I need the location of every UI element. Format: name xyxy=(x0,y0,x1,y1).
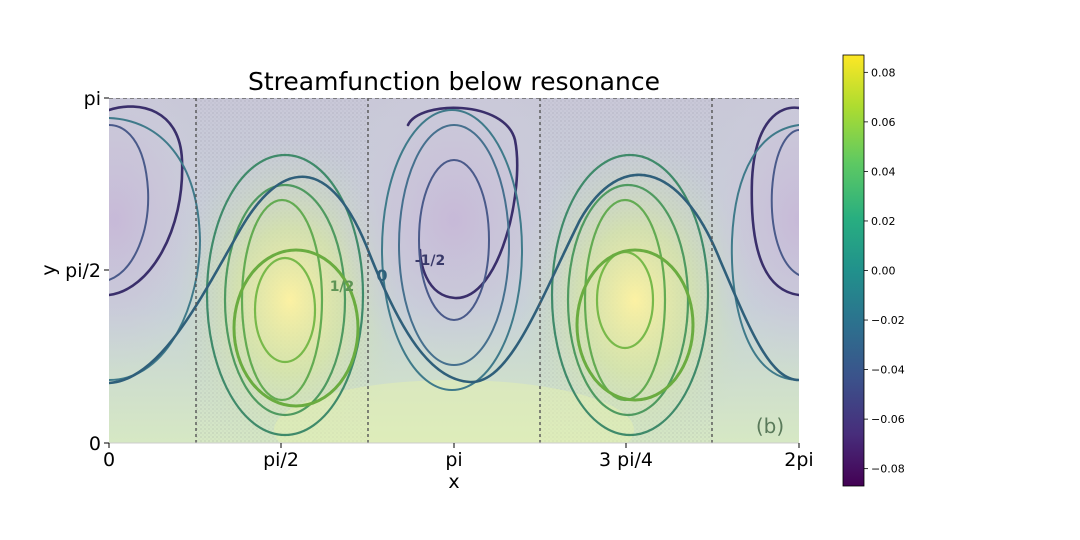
x-tick-label: pi xyxy=(445,449,462,471)
contour-line xyxy=(109,124,150,281)
colorbar-gradient xyxy=(842,54,865,487)
contour-line xyxy=(406,106,519,300)
contours-negative-1 xyxy=(381,106,523,391)
contour-line xyxy=(240,198,324,402)
annotation-label: -1/2 xyxy=(415,253,445,269)
contour-line xyxy=(770,129,799,276)
contour-line xyxy=(223,183,347,417)
contour-line xyxy=(575,248,695,402)
x-tick-label: 0 xyxy=(103,449,115,471)
contours-negative-2 xyxy=(109,105,202,381)
zero-contour xyxy=(109,173,799,385)
contour-line xyxy=(398,124,510,366)
contours-negative-3 xyxy=(730,106,799,381)
y-tick-label: pi/2 xyxy=(65,260,101,282)
contour-line xyxy=(232,248,360,408)
colorbar-tick-label: 0.04 xyxy=(871,165,896,178)
contour-line xyxy=(381,109,523,391)
annotation-label: 1/2 xyxy=(330,279,355,295)
colorbar-tick-label: −0.02 xyxy=(871,314,905,327)
colorbar-ticks: 0.08 0.06 0.04 0.02 0.00 −0.02 −0.04 −0.06 −0.08 xyxy=(864,66,905,476)
colorbar-tick-label: 0.06 xyxy=(871,116,896,129)
x-axis-label: x xyxy=(448,471,459,493)
x-tick-label: 3 pi/4 xyxy=(599,449,653,471)
heatmap-negative-lobe-3 xyxy=(700,98,799,370)
y-tick-label: pi xyxy=(84,88,101,110)
contour-line xyxy=(418,159,490,321)
contours-positive-2 xyxy=(550,153,710,437)
y-axis: 0 pi/2 pi y xyxy=(38,88,109,455)
contour-line xyxy=(253,256,317,364)
contour-line xyxy=(566,183,690,417)
contour-line xyxy=(750,106,799,297)
plot-area: 1/2 0 -1/2 (b) xyxy=(109,98,799,443)
heatmap-negative-lobe-2 xyxy=(109,98,215,370)
x-tick-label: 2pi xyxy=(784,449,813,471)
contour-line xyxy=(205,153,365,437)
contour-line xyxy=(109,117,202,381)
heatmap-lower-band xyxy=(274,380,634,443)
heatmap-negative-lobe-1 xyxy=(334,98,574,370)
colorbar-tick-label: 0.02 xyxy=(871,215,896,228)
x-tick-label: pi/2 xyxy=(263,449,299,471)
colorbar-tick-label: −0.06 xyxy=(871,413,905,426)
contours-positive-1 xyxy=(205,153,365,437)
y-axis-label: y xyxy=(38,264,60,275)
colorbar-tick-label: −0.08 xyxy=(871,463,905,476)
y-tick-label: 0 xyxy=(89,433,101,455)
colorbar-tick-label: 0.00 xyxy=(871,265,896,278)
chart-title: Streamfunction below resonance xyxy=(248,67,660,96)
colorbar: 0.08 0.06 0.04 0.02 0.00 −0.02 −0.04 −0.06 −0.08 xyxy=(842,54,905,487)
annotation-label: 0 xyxy=(376,266,387,285)
colorbar-tick-label: −0.04 xyxy=(871,364,905,377)
annotation-label: (b) xyxy=(756,414,784,438)
contour-line xyxy=(730,124,799,381)
contour-line xyxy=(109,105,184,297)
x-axis: 0 pi/2 pi 3 pi/4 2pi x xyxy=(103,443,814,493)
contour-line xyxy=(550,153,710,437)
colorbar-tick-label: 0.08 xyxy=(871,66,896,79)
